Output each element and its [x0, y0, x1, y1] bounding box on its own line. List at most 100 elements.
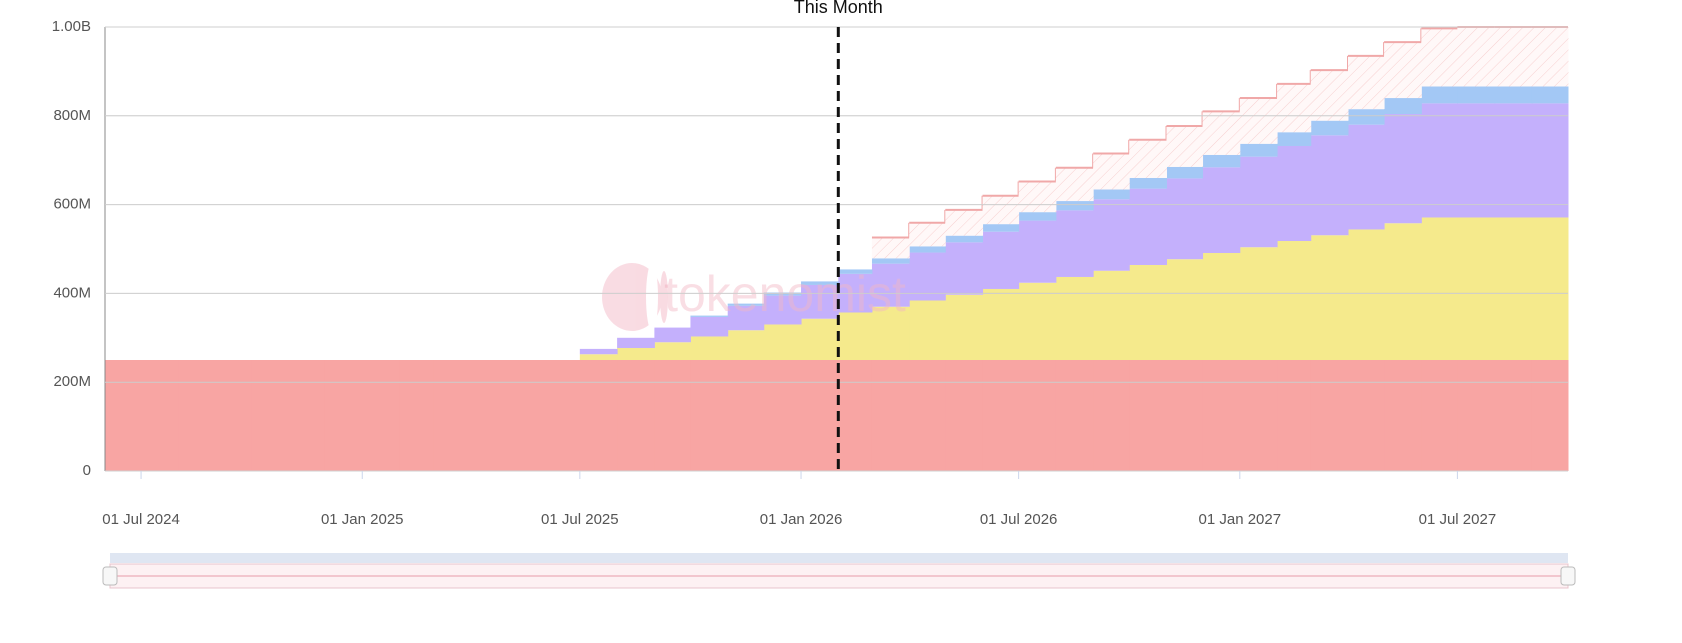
area-step: [579, 354, 618, 360]
area-step: [1384, 114, 1422, 224]
area-step: [1531, 27, 1569, 87]
area-step: [1348, 55, 1385, 110]
area-step: [1384, 360, 1422, 471]
area-step: [1018, 212, 1057, 221]
area-step: [654, 327, 691, 343]
area-step: [763, 295, 802, 325]
area-step: [1310, 70, 1349, 121]
area-step: [1166, 166, 1204, 179]
area-step: [909, 222, 946, 247]
area-step: [801, 281, 839, 285]
navigator-scrollbar[interactable]: [110, 553, 1568, 563]
area-step: [1202, 360, 1241, 471]
area-step: [1277, 145, 1312, 242]
area-step: [838, 269, 873, 274]
area-step: [105, 360, 142, 471]
area-step: [579, 360, 618, 471]
area-step: [1055, 276, 1094, 360]
area-step: [1239, 247, 1278, 360]
area-step: [1277, 132, 1312, 146]
area-step: [1129, 360, 1167, 471]
area-step: [871, 237, 910, 259]
area-step: [1421, 360, 1458, 471]
area-step: [1093, 189, 1130, 200]
area-step: [1457, 27, 1496, 87]
area-step: [1055, 167, 1094, 202]
area-step: [909, 360, 946, 471]
area-step: [1494, 86, 1533, 104]
area-step: [1166, 178, 1204, 260]
area-step: [1129, 139, 1167, 178]
y-tick-label: 0: [83, 462, 91, 479]
watermark-logo: [602, 263, 668, 331]
area-step: [1494, 103, 1533, 218]
area-step: [1277, 83, 1312, 133]
area-step: [1384, 98, 1422, 115]
area-step: [982, 231, 1020, 289]
area-step: [763, 360, 802, 471]
area-step: [1531, 217, 1569, 360]
area-step: [1093, 360, 1130, 471]
area-step: [617, 337, 655, 349]
area-step: [1055, 210, 1094, 277]
area-step: [909, 252, 946, 301]
y-tick-label: 1.00B: [52, 18, 91, 35]
area-step: [1129, 177, 1167, 189]
area-step: [982, 224, 1020, 232]
area-step: [543, 360, 581, 471]
area-step: [506, 360, 545, 471]
area-step: [617, 360, 655, 471]
area-step: [801, 318, 839, 360]
area-step: [909, 300, 946, 360]
x-tick-label: 01 Jul 2027: [1419, 511, 1497, 528]
area-step: [1531, 86, 1569, 104]
area-step: [945, 360, 984, 471]
area-step: [871, 258, 910, 264]
area-step: [1055, 201, 1094, 211]
area-step: [1348, 124, 1385, 230]
area-step: [1239, 98, 1278, 144]
area-step: [727, 305, 765, 331]
navigator-handle[interactable]: [102, 566, 118, 586]
navigator-handle[interactable]: [1560, 566, 1576, 586]
area-step: [617, 348, 655, 360]
area-step: [1055, 360, 1094, 471]
area-step: [1531, 360, 1569, 471]
area-step: [982, 288, 1020, 360]
area-step: [1457, 360, 1496, 471]
area-step: [362, 360, 401, 471]
x-tick-label: 01 Jan 2026: [760, 511, 843, 528]
area-step: [1421, 217, 1458, 360]
area-step: [945, 242, 984, 295]
area-step: [1421, 86, 1458, 104]
area-step: [1494, 217, 1533, 360]
area-step: [801, 284, 839, 319]
area-step: [690, 336, 729, 360]
area-step: [433, 360, 471, 471]
area-step: [1421, 28, 1458, 87]
y-tick-label: 200M: [53, 373, 91, 390]
area-step: [690, 315, 729, 317]
area-step: [1531, 103, 1569, 218]
area-step: [251, 360, 290, 471]
area-step: [1202, 167, 1241, 253]
area-step: [1093, 270, 1130, 360]
area-step: [763, 292, 802, 296]
area-step: [909, 246, 946, 253]
y-tick-label: 400M: [53, 284, 91, 301]
area-step: [1310, 235, 1349, 360]
area-step: [945, 294, 984, 360]
plot-area: [105, 26, 1569, 472]
area-step: [1166, 360, 1204, 471]
area-step: [1129, 264, 1167, 360]
x-tick-label: 01 Jan 2025: [321, 511, 404, 528]
area-step: [1310, 120, 1349, 136]
area-step: [871, 263, 910, 307]
navigator[interactable]: [102, 553, 1576, 589]
area-step: [1166, 126, 1204, 167]
area-step: [178, 360, 217, 471]
area-step: [1384, 42, 1422, 99]
area-step: [871, 360, 910, 471]
